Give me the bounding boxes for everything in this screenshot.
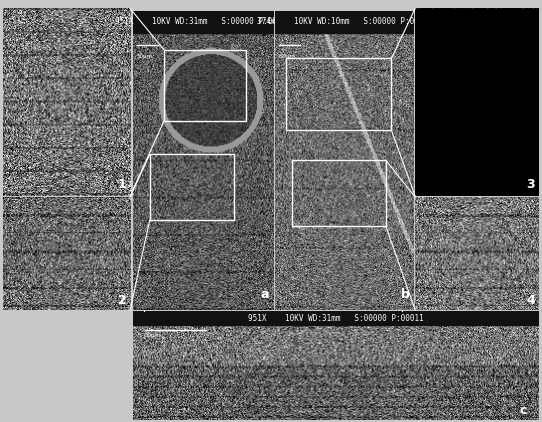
Text: c: c xyxy=(519,403,527,417)
Text: 951X    10KV WD:31mm   S:00000 P:00011: 951X 10KV WD:31mm S:00000 P:00011 xyxy=(248,314,424,322)
Text: 2: 2 xyxy=(118,294,126,307)
Bar xyxy=(150,154,234,220)
Bar xyxy=(133,311,539,325)
Text: 374x    10KV WD:10mm   S:00000 P:00077: 374x 10KV WD:10mm S:00000 P:00077 xyxy=(256,17,433,26)
Bar xyxy=(286,59,391,130)
Bar xyxy=(275,11,414,33)
Text: 3: 3 xyxy=(526,178,535,191)
Text: 1: 1 xyxy=(118,178,126,191)
Text: 4: 4 xyxy=(526,294,535,307)
Text: a: a xyxy=(261,288,269,301)
Bar xyxy=(164,49,246,122)
Text: 50μm: 50μm xyxy=(145,333,161,338)
Text: 50μm: 50μm xyxy=(280,54,295,59)
Bar xyxy=(133,11,274,33)
Text: 951X    10KV WD:31mm   S:00000 P:00015: 951X 10KV WD:31mm S:00000 P:00015 xyxy=(115,17,291,26)
Text: 50μm: 50μm xyxy=(137,54,153,59)
Bar xyxy=(292,160,386,226)
Text: b: b xyxy=(401,288,409,301)
